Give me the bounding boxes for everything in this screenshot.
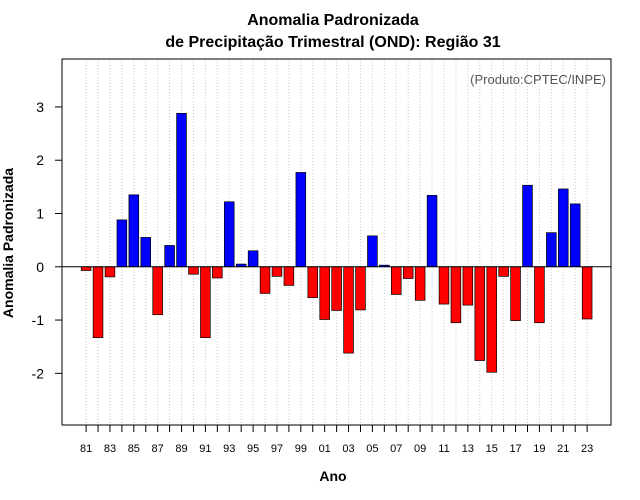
y-tick-label: -2 bbox=[32, 365, 45, 381]
chart-title: Anomalia Padronizada bbox=[247, 12, 419, 29]
bar-89 bbox=[176, 112, 187, 268]
bar-95 bbox=[247, 250, 259, 268]
bar-14 bbox=[474, 266, 486, 361]
bar-92 bbox=[212, 266, 223, 279]
bar-84 bbox=[116, 219, 128, 268]
x-tick-label: 89 bbox=[175, 443, 187, 455]
bar-91 bbox=[200, 266, 211, 338]
x-tick-label: 81 bbox=[80, 443, 92, 455]
x-tick-label: 11 bbox=[438, 443, 449, 455]
bar-01 bbox=[319, 266, 330, 320]
x-tick-label: 91 bbox=[199, 443, 211, 455]
grid bbox=[85, 59, 588, 425]
x-tick-label: 19 bbox=[533, 443, 545, 455]
bar-98 bbox=[283, 266, 295, 286]
x-tick-label: 05 bbox=[366, 443, 378, 455]
bar-90 bbox=[188, 266, 199, 275]
y-tick-label: 1 bbox=[36, 205, 44, 221]
bar-19 bbox=[534, 266, 545, 324]
bar-10 bbox=[426, 195, 438, 268]
bar-83 bbox=[104, 266, 116, 278]
y-axis-title: Anomalia Padronizada bbox=[0, 168, 16, 318]
x-tick-label: 21 bbox=[557, 443, 569, 455]
x-tick-label: 93 bbox=[223, 443, 235, 455]
x-tick-label: 83 bbox=[104, 443, 116, 455]
x-tick-label: 97 bbox=[271, 443, 283, 455]
chart-subtitle: de Precipitação Trimestral (OND): Região… bbox=[165, 34, 500, 51]
bar-08 bbox=[402, 266, 414, 279]
bar-00 bbox=[307, 266, 319, 299]
bar-99 bbox=[295, 172, 307, 268]
bar-20 bbox=[546, 232, 557, 268]
bars bbox=[80, 112, 593, 373]
x-tick-label: 03 bbox=[342, 443, 354, 455]
y-tick-label: 3 bbox=[36, 99, 44, 115]
bar-05 bbox=[367, 235, 378, 268]
bar-82 bbox=[92, 266, 104, 338]
bar-15 bbox=[486, 266, 497, 373]
x-tick-label: 95 bbox=[247, 443, 259, 455]
bar-17 bbox=[510, 266, 521, 321]
x-tick-label: 01 bbox=[319, 443, 331, 455]
y-tick-label: 0 bbox=[36, 259, 44, 275]
x-axis-title: Ano bbox=[319, 468, 346, 484]
bar-09 bbox=[414, 266, 426, 301]
x-tick-label: 07 bbox=[390, 443, 402, 455]
bar-03 bbox=[343, 266, 354, 354]
x-tick-label: 87 bbox=[152, 443, 164, 455]
bar-11 bbox=[438, 266, 450, 305]
x-tick-label: 85 bbox=[128, 443, 140, 455]
bar-85 bbox=[128, 194, 140, 268]
bar-97 bbox=[271, 266, 283, 277]
y-tick-label: -1 bbox=[32, 312, 45, 328]
x-axis: 81 83 85 87 89 91 93 95 97 99 01 03 05 07 09 11 13 15 17 19… bbox=[80, 425, 593, 455]
bar-93 bbox=[224, 201, 235, 268]
x-tick-label: 13 bbox=[462, 443, 474, 455]
bar-07 bbox=[391, 266, 402, 295]
bar-02 bbox=[331, 266, 342, 311]
bar-22 bbox=[569, 203, 581, 268]
bar-86 bbox=[140, 237, 151, 268]
x-tick-label: 09 bbox=[414, 443, 426, 455]
credit-text: (Produto:CPTEC/INPE) bbox=[470, 72, 606, 87]
bar-23 bbox=[581, 266, 593, 320]
bar-87 bbox=[152, 266, 163, 316]
bar-21 bbox=[558, 188, 569, 268]
x-tick-label: 99 bbox=[295, 443, 307, 455]
bar-16 bbox=[498, 266, 509, 277]
y-axis: -2 -1 0 1 2 3 bbox=[32, 99, 62, 381]
bar-96 bbox=[259, 266, 271, 294]
bar-12 bbox=[450, 266, 462, 324]
y-tick-label: 2 bbox=[36, 152, 44, 168]
bar-13 bbox=[462, 266, 474, 306]
bar-04 bbox=[355, 266, 366, 311]
bar-88 bbox=[164, 245, 175, 268]
bar-81 bbox=[80, 266, 92, 271]
x-tick-label: 15 bbox=[486, 443, 498, 455]
x-tick-label: 23 bbox=[581, 443, 593, 455]
x-tick-label: 17 bbox=[509, 443, 521, 455]
bar-18 bbox=[522, 184, 533, 268]
